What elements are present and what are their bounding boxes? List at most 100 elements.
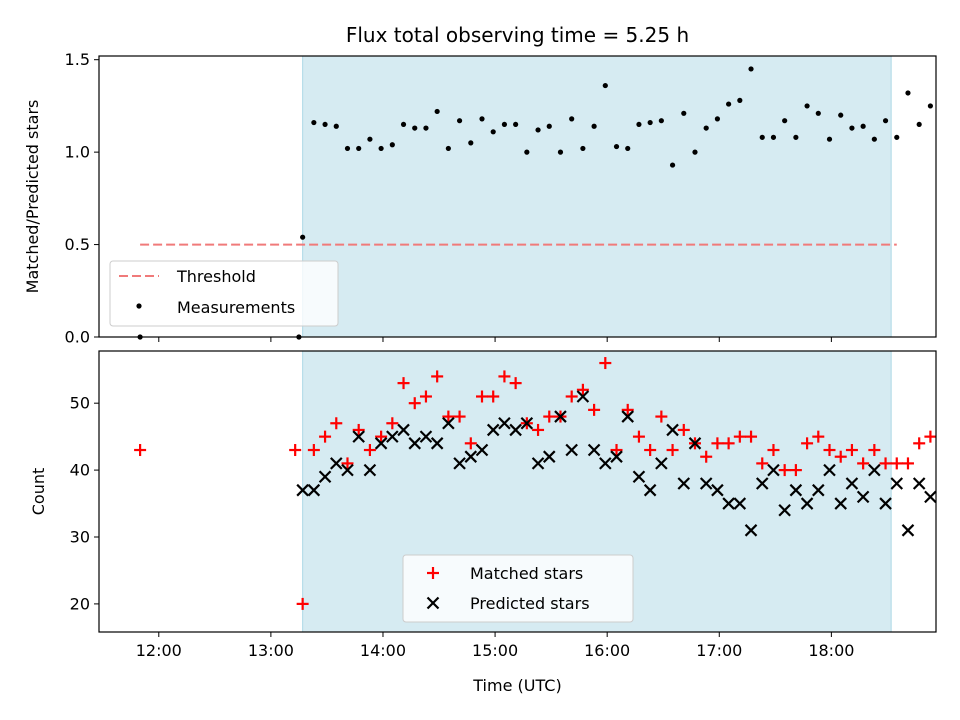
measurement-point [647,119,653,126]
predicted-star-point [475,443,489,457]
measurement-point [524,149,530,155]
measurement-point [669,162,676,168]
matched-star-point [330,417,343,430]
y-tick-label: 0.5 [65,235,90,254]
matched-star-point [565,390,578,403]
matched-star-point [745,430,758,443]
matched-star-point [812,430,825,443]
predicted-star-point [901,524,915,537]
y-tick-label: 1.0 [65,143,90,162]
measurement-point [658,118,664,124]
matched-star-point [756,457,769,470]
y-tick-label: 0.0 [65,328,90,347]
matched-star-point [621,403,634,416]
y-tick-label: 1.5 [65,50,90,69]
measurement-point [793,134,799,140]
measurement-point [389,142,395,148]
x-tick-label: 13:00 [248,641,294,660]
matched-star-point [644,444,657,457]
x-tick-label: 18:00 [808,641,854,660]
predicted-star-point [890,477,904,490]
matched-star-point [307,444,320,457]
predicted-star-point [554,410,567,423]
predicted-star-point [542,450,556,463]
time-axis-label: Time (UTC) [472,676,561,695]
ratio-axis-ticks: 0.0 0.5 1.0 1.5 [65,50,832,347]
measurement-point [356,145,362,152]
measurement-point [882,118,889,124]
legend-cross-marker [426,596,440,610]
predicted-star-point [576,390,590,403]
predicted-star-point [912,477,926,490]
matched-star-point [700,450,713,463]
y-tick-label: 40 [70,461,90,480]
matched-star-point [588,403,601,416]
matched-star-point [610,444,623,457]
observing-window-span [302,55,892,338]
predicted-star-point [699,477,713,490]
measurement-point [871,136,877,142]
count-legend-box [402,554,634,623]
matched-star-point [666,444,679,457]
matched-star-point [901,457,914,470]
matched-star-point [801,437,814,450]
measurement-point [412,125,418,131]
predicted-star-point [587,443,601,457]
matched-star-point [431,370,444,383]
matched-star-point [857,457,870,470]
measurement-point [468,140,474,146]
predicted-star-point [868,463,881,477]
measurement-point [367,136,373,142]
matched-star-point [834,450,847,463]
legend-matched-label: Matched stars [470,564,583,583]
legend-matched-swatch [427,567,439,579]
y-tick-label: 50 [70,394,90,413]
measurement-point [456,118,463,124]
measurement-point [535,127,541,133]
measurement-point [569,116,575,122]
x-tick-label: 16:00 [584,641,630,660]
measurement-point [636,121,642,128]
predicted-star-point [677,477,691,490]
measurement-point [490,129,496,135]
measurement-point [916,121,922,128]
predicted-star-point [329,457,343,470]
measurement-point [894,134,900,140]
count-axis-label: Count [29,468,48,516]
matched-star-point [453,410,466,423]
predicted-star-point [307,483,321,497]
matched-star-point [677,423,690,436]
ratio-panel: 0.0 0.5 1.0 1.5 Flux total observing time =… [23,23,937,347]
matched-star-point [375,430,388,443]
matched-star-point [464,437,477,450]
measurement-point [849,125,855,131]
matched-star-point [632,430,645,443]
measurement-point [311,119,317,126]
x-tick-label: 17:00 [696,641,742,660]
legend-measurements-swatch [136,303,142,309]
measurement-point [625,145,631,152]
predicted-star-point [666,423,679,437]
matched-star-point [868,444,881,457]
matched-star-point [509,377,522,390]
measurement-point [613,143,620,150]
predicted-star-point [430,437,444,450]
count-legend: Matched stars Predicted stars [402,554,634,623]
predicted-star-point [789,483,803,497]
matched-star-point [789,464,802,477]
measurement-point [726,101,732,107]
matched-star-point [397,377,410,390]
predicted-star-point [363,463,377,477]
measurement-point [591,123,597,129]
predicted-star-point [722,497,735,510]
predicted-star-point [632,470,646,484]
matched-star-point [352,423,365,436]
predicted-star-point [341,463,354,477]
matched-star-point [924,430,937,443]
matched-star-point [134,444,147,457]
measurement-point [759,134,765,140]
measurement-point [602,82,608,89]
matched-star-point [890,457,903,470]
matched-star-point [823,444,836,457]
matched-star-point [363,444,376,457]
